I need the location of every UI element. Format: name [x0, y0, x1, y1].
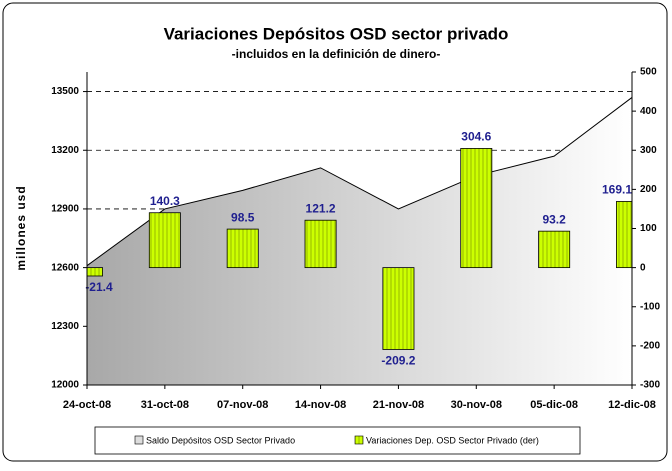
- data-label: 93.2: [542, 212, 566, 226]
- bar: [460, 148, 493, 269]
- bar: [382, 267, 415, 350]
- y2-tick-label: -200: [640, 341, 660, 352]
- y2-tick-label: 500: [640, 67, 657, 78]
- y2-tick-label: -100: [640, 301, 660, 312]
- legend-swatch: [134, 435, 144, 445]
- y-tick-label: 12600: [51, 262, 79, 273]
- bar: [538, 230, 571, 269]
- y2-tick-label: 300: [640, 145, 657, 156]
- x-tick-label: 24-oct-08: [63, 399, 111, 411]
- legend: [94, 426, 581, 455]
- x-tick-label: 12-dic-08: [608, 399, 656, 411]
- area-line: [86, 97, 633, 267]
- y2-tick-label: 200: [640, 184, 657, 195]
- x-tick-label: 07-nov-08: [217, 399, 268, 411]
- area: [87, 97, 632, 386]
- y2-tick-label: -300: [640, 380, 660, 391]
- bar: [226, 228, 259, 269]
- legend-label: Saldo Depósitos OSD Sector Privado: [146, 435, 295, 445]
- data-label: 304.6: [461, 130, 491, 144]
- y2-tick-label: 100: [640, 223, 657, 234]
- bar: [616, 201, 632, 269]
- data-label: -21.4: [85, 280, 113, 294]
- bar: [148, 212, 181, 269]
- y-tick-label: 12900: [51, 204, 79, 215]
- y-tick-label: 13200: [51, 145, 79, 156]
- y-axis-label: millones usd: [14, 185, 28, 270]
- data-label: 140.3: [150, 194, 180, 208]
- y-tick-label: 13500: [51, 86, 79, 97]
- y-tick-label: 12000: [51, 380, 79, 391]
- bars: [87, 148, 632, 350]
- x-tick-label: 31-oct-08: [141, 399, 189, 411]
- x-tick-label: 21-nov-08: [373, 399, 424, 411]
- x-tick-label: 05-dic-08: [530, 399, 578, 411]
- chart-title: Variaciones Depósitos OSD sector privado: [164, 24, 509, 43]
- data-label: 121.2: [306, 201, 336, 215]
- y2-tick-label: 400: [640, 106, 657, 117]
- data-label: 98.5: [231, 210, 255, 224]
- data-label: -209.2: [381, 354, 415, 368]
- y2-tick-label: 0: [640, 262, 646, 273]
- chart-subtitle: -incluidos en la definición de dinero-: [232, 47, 441, 61]
- x-tick-label: 30-nov-08: [451, 399, 502, 411]
- data-label: 169.1: [602, 183, 632, 197]
- legend-label: Variaciones Dep. OSD Sector Privado (der…: [366, 435, 539, 445]
- legend-swatch: [354, 435, 364, 445]
- x-tick-label: 14-nov-08: [295, 399, 346, 411]
- bar: [304, 219, 337, 269]
- y-tick-label: 12300: [51, 321, 79, 332]
